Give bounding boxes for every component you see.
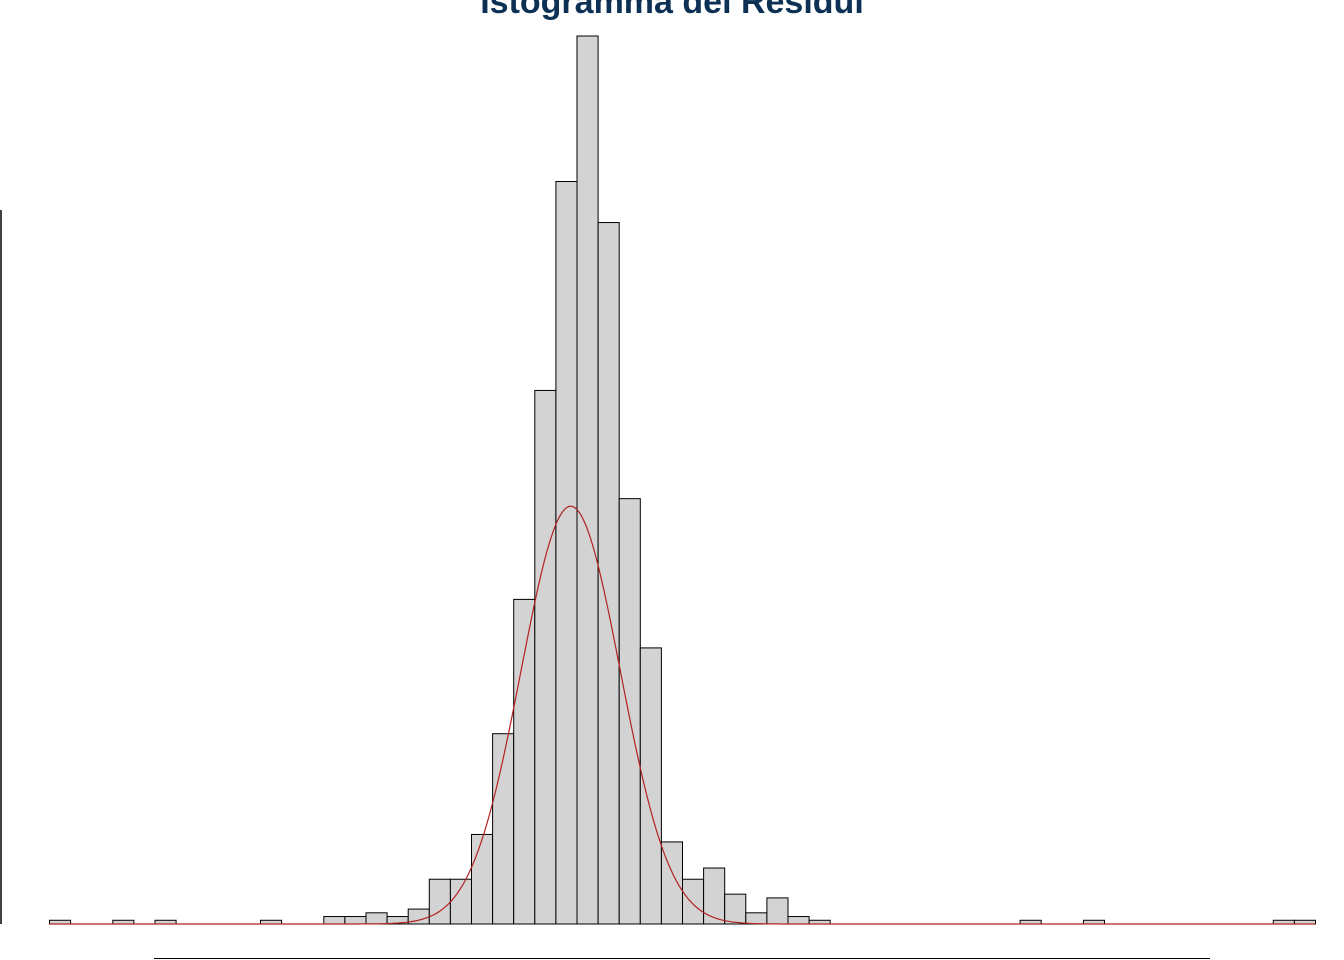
histogram-bars: [49, 35, 1317, 925]
histogram-bar: [534, 389, 557, 925]
histogram-bar: [597, 222, 620, 925]
normal-fit-curve: [49, 505, 1316, 925]
histogram-bar: [428, 878, 451, 925]
histogram-bar: [449, 878, 472, 925]
histogram-bar: [639, 647, 662, 925]
histogram-bar: [703, 867, 726, 925]
histogram-bar: [618, 498, 641, 925]
histogram-bar: [513, 598, 536, 925]
histogram-bar: [344, 916, 367, 925]
histogram-bar: [471, 833, 494, 925]
histogram-bar: [576, 35, 599, 925]
histogram-bar: [365, 912, 388, 925]
histogram-bar: [682, 878, 705, 925]
histogram-bar: [766, 897, 789, 925]
chart-title: Istogramma dei Residui: [480, 0, 864, 21]
histogram-bar: [555, 181, 578, 925]
histogram-bar: [745, 912, 768, 925]
histogram-bar: [323, 916, 346, 925]
histogram-bar: [492, 733, 515, 925]
histogram-bar: [724, 893, 747, 925]
histogram-bar: [787, 916, 810, 925]
